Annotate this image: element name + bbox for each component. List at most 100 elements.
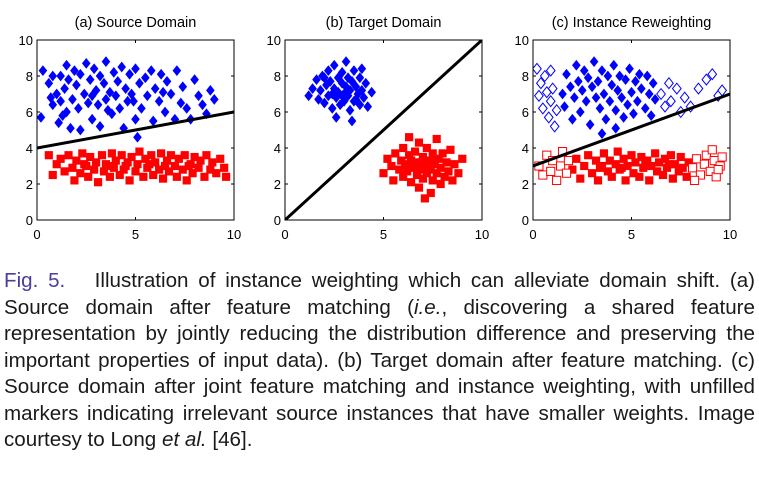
square-point bbox=[684, 158, 693, 167]
diamond-point bbox=[327, 88, 337, 100]
square-point bbox=[647, 161, 656, 171]
diamond-point bbox=[351, 94, 361, 105]
diamond-point bbox=[148, 115, 158, 127]
square-point bbox=[109, 163, 118, 172]
open-square-point bbox=[552, 175, 562, 185]
square-point bbox=[391, 149, 400, 158]
square-point bbox=[660, 154, 670, 163]
square-point bbox=[424, 165, 433, 174]
diamond-point bbox=[627, 86, 636, 98]
diamond-point bbox=[621, 74, 630, 85]
diamond-point bbox=[87, 113, 97, 125]
square-point bbox=[170, 161, 179, 171]
square-point bbox=[379, 169, 388, 178]
square-point bbox=[162, 156, 172, 165]
separator-line bbox=[533, 92, 730, 168]
diamond-point bbox=[46, 92, 56, 103]
diamond-point bbox=[304, 90, 313, 102]
diamond-point bbox=[74, 103, 83, 114]
diamond-point bbox=[129, 95, 138, 107]
square-point bbox=[208, 158, 217, 167]
diamond-point bbox=[89, 63, 99, 75]
diamond-point bbox=[162, 76, 172, 87]
square-point bbox=[131, 167, 140, 176]
square-point bbox=[145, 160, 154, 169]
square-point bbox=[151, 158, 160, 167]
y-tick-label: 10 bbox=[19, 33, 33, 48]
diamond-point bbox=[64, 74, 73, 85]
square-point bbox=[426, 188, 435, 198]
square-point bbox=[84, 172, 93, 181]
diamond-point bbox=[76, 68, 85, 80]
diamond-point bbox=[609, 59, 619, 71]
diamond-point bbox=[577, 85, 587, 96]
square-point bbox=[111, 156, 120, 165]
diamond-point bbox=[137, 103, 146, 114]
open-diamond-point bbox=[701, 73, 712, 86]
square-point bbox=[141, 154, 150, 163]
series-open-diamond bbox=[533, 62, 728, 133]
diamond-point bbox=[331, 112, 341, 123]
square-point bbox=[627, 151, 636, 160]
square-point bbox=[216, 154, 225, 163]
square-point bbox=[595, 163, 605, 172]
diamond-point bbox=[54, 117, 63, 129]
open-diamond-point bbox=[535, 77, 546, 90]
square-point bbox=[454, 169, 463, 178]
chart-panel-3: (c) Instance Reweighting 0 5 10 0 2 4 6 8 10 bbox=[515, 15, 738, 242]
diamond-point bbox=[597, 65, 607, 76]
open-square-point bbox=[699, 159, 709, 169]
diamond-point bbox=[611, 122, 621, 134]
diamond-point bbox=[99, 77, 109, 89]
square-point bbox=[78, 149, 87, 158]
diamond-point bbox=[95, 121, 105, 132]
series-filled-square bbox=[568, 147, 693, 185]
diamond-point bbox=[135, 77, 144, 89]
diamond-point bbox=[115, 103, 125, 114]
square-point bbox=[428, 149, 437, 158]
y-tick-label: 0 bbox=[522, 213, 529, 228]
diamond-point bbox=[345, 85, 355, 96]
diamond-point bbox=[160, 106, 170, 118]
square-point bbox=[593, 176, 603, 185]
diamond-point bbox=[56, 70, 65, 82]
diamond-point bbox=[566, 81, 575, 93]
square-point bbox=[200, 172, 209, 181]
square-point bbox=[72, 156, 81, 165]
diamond-point bbox=[562, 68, 571, 80]
square-point bbox=[588, 169, 597, 178]
square-point bbox=[387, 161, 396, 171]
square-point bbox=[147, 151, 156, 160]
square-point bbox=[70, 176, 79, 185]
diamond-point bbox=[357, 63, 367, 75]
x-tick-label: 10 bbox=[475, 227, 489, 242]
square-point bbox=[442, 158, 451, 167]
diamond-point bbox=[101, 94, 111, 105]
diamond-point bbox=[76, 124, 85, 136]
square-point bbox=[182, 176, 191, 185]
diamond-point bbox=[210, 94, 219, 105]
square-point bbox=[611, 160, 620, 169]
square-point bbox=[619, 154, 628, 163]
square-point bbox=[56, 154, 65, 163]
diamond-point bbox=[178, 81, 188, 93]
diamond-point bbox=[583, 72, 593, 84]
chart-title: (a) Source Domain bbox=[75, 15, 197, 31]
y-tick-label: 8 bbox=[26, 69, 33, 84]
chart-panel-1: (a) Source Domain 0 5 10 0 2 4 6 8 10 bbox=[19, 15, 242, 242]
open-square-point bbox=[561, 168, 572, 178]
plot-data bbox=[285, 40, 482, 220]
diamond-point bbox=[111, 90, 121, 102]
diamond-point bbox=[337, 67, 347, 78]
x-tick-label: 5 bbox=[380, 227, 387, 242]
diamond-point bbox=[341, 56, 351, 67]
square-point bbox=[164, 167, 174, 176]
square-point bbox=[666, 151, 675, 160]
square-point bbox=[410, 147, 420, 156]
square-point bbox=[202, 151, 211, 160]
square-point bbox=[178, 165, 187, 174]
figure-label: Fig. 5. bbox=[4, 269, 66, 292]
square-point bbox=[405, 133, 414, 142]
y-tick-label: 2 bbox=[522, 177, 529, 192]
diamond-point bbox=[585, 119, 595, 130]
